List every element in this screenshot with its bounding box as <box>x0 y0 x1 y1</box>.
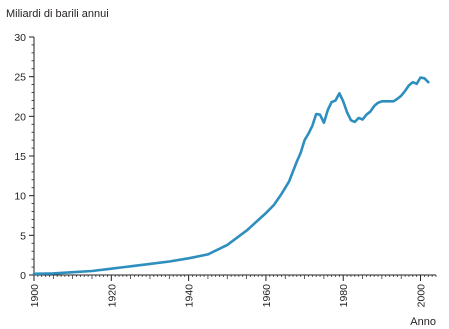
y-tick-label: 25 <box>14 72 26 84</box>
series-group <box>32 76 430 276</box>
x-tick-label: 1900 <box>29 284 41 308</box>
x-tick-label: 1940 <box>184 284 196 308</box>
series-line <box>32 76 430 276</box>
x-tick-label: 1920 <box>106 284 118 308</box>
y-axis-label: Miliardi di barili annui <box>6 8 109 20</box>
x-axis-label: Anno <box>410 316 436 328</box>
y-tick-label: 0 <box>20 270 26 282</box>
x-tick-label: 2000 <box>416 284 428 308</box>
y-tick-label: 30 <box>14 32 26 44</box>
x-tick-label: 1980 <box>338 284 350 308</box>
x-axis: 1900 1920 1940 1960 1980 2000 <box>29 274 437 308</box>
y-axis: 0 5 10 15 20 25 30 <box>14 32 35 282</box>
y-tick-label: 5 <box>20 230 26 242</box>
y-tick-label: 10 <box>14 191 26 203</box>
y-tick-label: 20 <box>14 111 26 123</box>
y-tick-label: 15 <box>14 151 26 163</box>
x-tick-label: 1960 <box>261 284 273 308</box>
